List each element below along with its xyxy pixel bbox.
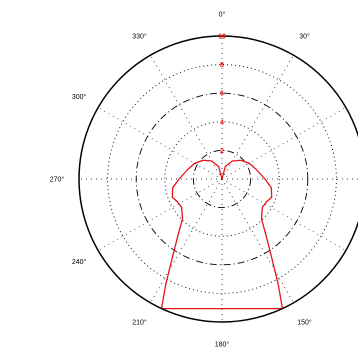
- radial-tick-label-6: 6: [220, 91, 224, 98]
- radial-tick-label-2: 2: [220, 148, 224, 155]
- angle-tick-label-30: 30°: [299, 33, 310, 41]
- series-line-0: [160, 159, 284, 310]
- angle-spoke-120: [221, 178, 347, 251]
- angle-tick-label-240: 240°: [72, 258, 87, 266]
- radial-grid-circle-6: [135, 92, 309, 266]
- angle-tick-label-0: 0°: [219, 11, 226, 19]
- angle-tick-label-210: 210°: [132, 318, 147, 326]
- radial-grid-circle-8: [107, 64, 337, 294]
- angle-spoke-60: [221, 107, 347, 180]
- angle-spoke-210: [150, 178, 223, 304]
- outer-circle: [78, 35, 358, 323]
- outer-layer: [78, 35, 358, 323]
- label-layer: 2468100°30°60°90°120°150°180°210°240°270…: [50, 11, 358, 349]
- curve-layer: [160, 159, 284, 310]
- radial-tick-label-8: 8: [220, 62, 224, 69]
- angle-tick-label-180: 180°: [215, 341, 230, 349]
- angle-spoke-240: [97, 178, 223, 251]
- radial-grid-circle-4: [164, 121, 280, 237]
- angle-spoke-150: [221, 178, 294, 304]
- radial-grid-circle-2: [192, 149, 252, 209]
- angle-tick-label-270: 270°: [50, 176, 65, 184]
- angle-tick-label-150: 150°: [297, 318, 312, 326]
- angle-tick-label-330: 330°: [132, 33, 147, 41]
- grid-layer: [79, 36, 358, 322]
- radial-tick-label-4: 4: [220, 119, 224, 126]
- angle-tick-label-300: 300°: [72, 93, 87, 101]
- radial-tick-label-10: 10: [218, 34, 226, 41]
- angle-spoke-300: [97, 107, 223, 180]
